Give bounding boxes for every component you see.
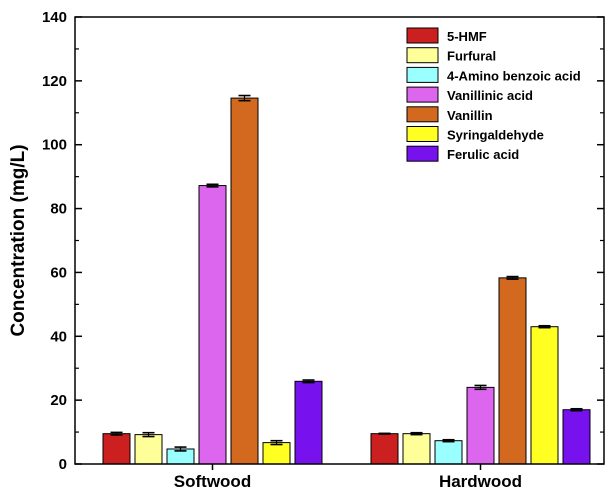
- y-tick-label: 100: [42, 137, 67, 154]
- legend-swatch: [406, 86, 439, 103]
- legend-swatch: [406, 106, 439, 123]
- bar: [530, 326, 559, 465]
- bar: [262, 442, 291, 465]
- y-axis-label: Concentration (mg/L): [8, 144, 29, 336]
- y-tick-label: 120: [42, 73, 67, 90]
- bar: [434, 440, 463, 465]
- legend-label: Syringaldehyde: [447, 128, 544, 143]
- legend-swatch: [406, 66, 439, 83]
- bar: [134, 434, 163, 465]
- legend-swatch: [406, 145, 439, 162]
- x-tick-label: Softwood: [174, 472, 251, 491]
- y-tick-label: 40: [50, 328, 67, 345]
- bar: [562, 409, 591, 465]
- legend-swatch: [406, 27, 439, 44]
- legend-label: 5-HMF: [447, 29, 487, 44]
- y-tick-label: 80: [50, 201, 67, 218]
- bar: [466, 386, 495, 465]
- bar: [370, 433, 399, 465]
- y-tick-label: 0: [59, 456, 67, 473]
- legend-label: 4-Amino benzoic acid: [447, 68, 581, 83]
- legend-label: Vanillin: [447, 108, 493, 123]
- plot-frame: [74, 16, 605, 465]
- bar: [294, 380, 323, 465]
- bar: [402, 433, 431, 465]
- legend-label: Vanillinic acid: [447, 88, 533, 103]
- legend-swatch: [406, 126, 439, 142]
- legend-label: Furfural: [447, 49, 496, 64]
- bar: [230, 97, 259, 465]
- x-tick-label: Hardwood: [439, 472, 522, 491]
- y-tick-label: 20: [50, 392, 67, 409]
- legend-swatch: [406, 47, 439, 64]
- bar: [198, 185, 227, 465]
- bar: [102, 433, 131, 465]
- legend-label: Ferulic acid: [447, 147, 519, 162]
- y-tick-label: 140: [42, 9, 67, 26]
- y-tick-label: 60: [50, 264, 67, 281]
- bar: [498, 277, 527, 465]
